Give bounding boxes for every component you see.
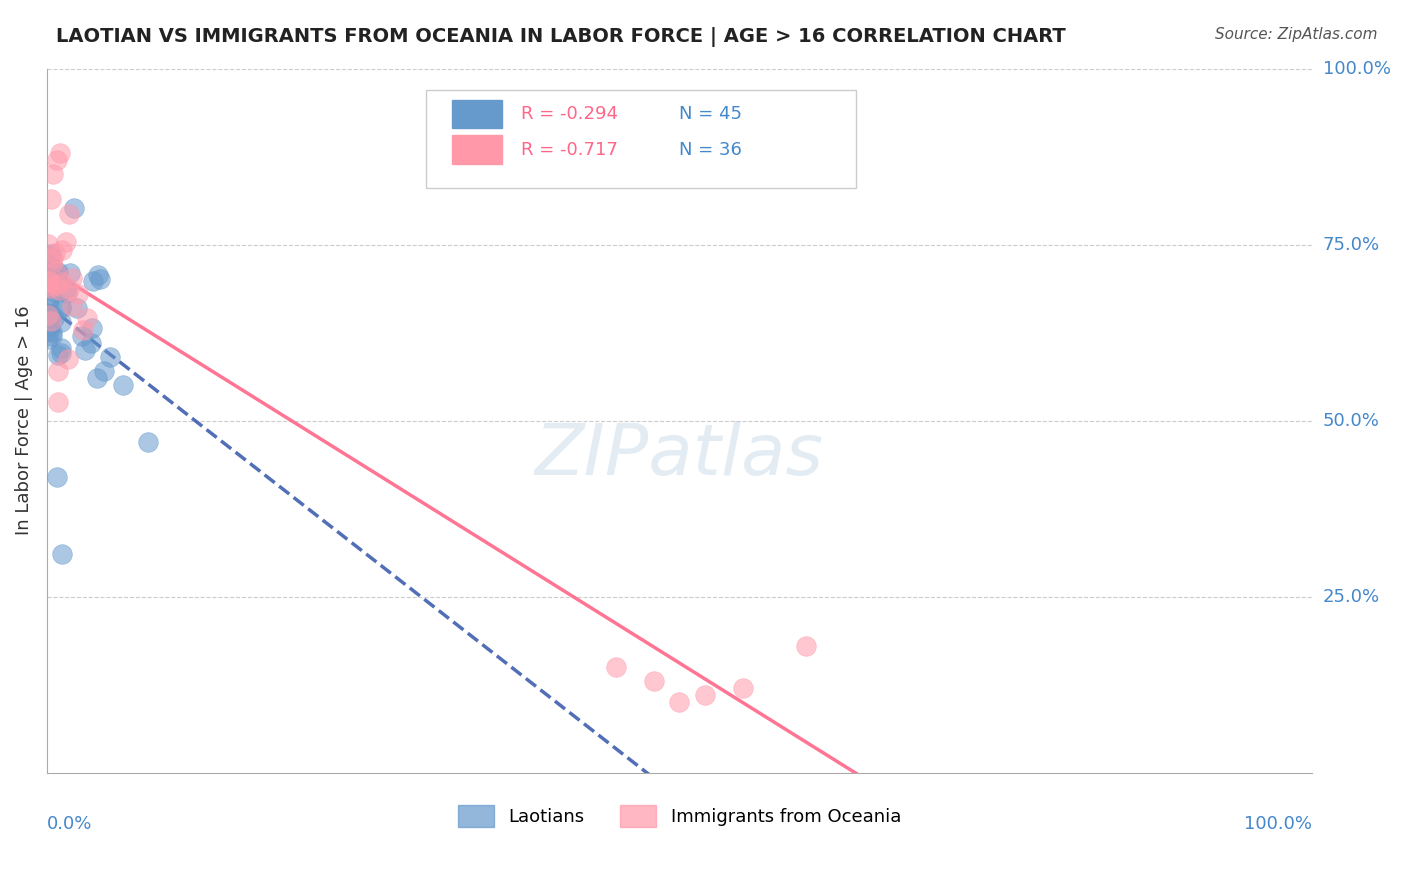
Point (49, 316, 72, 330)
Point (38, 281, 60, 295)
Point (38, 324, 60, 338)
Text: 50.0%: 50.0% (1323, 412, 1379, 430)
Point (38, 293, 60, 308)
Point (46, 153, 69, 168)
Point (80, 321, 103, 335)
Y-axis label: In Labor Force | Age > 16: In Labor Force | Age > 16 (15, 306, 32, 535)
Point (39, 313, 62, 327)
Point (49, 301, 72, 316)
Point (38, 274, 60, 288)
Point (42, 285, 65, 300)
Text: 25.0%: 25.0% (1323, 588, 1381, 606)
FancyBboxPatch shape (426, 90, 856, 188)
Point (37, 279, 59, 293)
Point (37, 310, 59, 324)
Point (73, 343, 96, 358)
Point (45, 270, 67, 285)
Point (37, 308, 59, 322)
Point (51, 341, 73, 355)
Text: N = 45: N = 45 (679, 105, 742, 123)
Point (668, 695, 690, 709)
Point (60, 271, 83, 285)
Point (82, 274, 104, 288)
Point (111, 378, 134, 392)
Point (56, 285, 79, 300)
Point (87, 268, 110, 282)
Text: Source: ZipAtlas.com: Source: ZipAtlas.com (1215, 27, 1378, 42)
Point (38, 275, 60, 289)
Point (38, 318, 60, 333)
Point (89, 272, 111, 286)
Point (46, 395, 69, 409)
Point (51, 243, 73, 257)
Point (41, 325, 63, 339)
Point (72, 329, 94, 343)
Point (76, 311, 98, 326)
Point (37, 293, 59, 308)
FancyBboxPatch shape (451, 100, 502, 128)
Point (37, 237, 59, 252)
Text: 100.0%: 100.0% (1244, 815, 1312, 833)
Point (49, 346, 72, 360)
FancyBboxPatch shape (451, 136, 502, 163)
Legend: Laotians, Immigrants from Oceania: Laotians, Immigrants from Oceania (450, 797, 908, 834)
Point (80, 336, 103, 351)
Text: 100.0%: 100.0% (1323, 60, 1391, 78)
Point (98, 351, 121, 365)
Point (46, 265, 69, 279)
Point (59, 266, 82, 280)
Text: ZIPatlas: ZIPatlas (534, 421, 824, 491)
Point (794, 639, 817, 653)
Point (60, 300, 83, 314)
Point (46, 470, 69, 484)
Text: N = 36: N = 36 (679, 141, 742, 159)
Text: 0.0%: 0.0% (46, 815, 93, 833)
Point (136, 434, 159, 449)
Point (41, 251, 63, 265)
Point (39, 257, 62, 271)
Point (72, 323, 94, 337)
Point (46, 278, 69, 293)
Text: 75.0%: 75.0% (1323, 235, 1381, 253)
Point (46, 348, 69, 362)
Text: R = -0.717: R = -0.717 (522, 141, 619, 159)
Point (39, 257, 62, 271)
Point (41, 329, 63, 343)
Point (58, 207, 80, 221)
Point (44, 263, 66, 277)
Point (51, 275, 73, 289)
Point (39, 192, 62, 206)
Point (48, 146, 70, 161)
Point (41, 256, 63, 270)
Point (55, 281, 77, 295)
Point (63, 201, 86, 215)
Point (86, 371, 108, 385)
Point (44, 246, 66, 260)
Point (39, 246, 62, 260)
Text: LAOTIAN VS IMMIGRANTS FROM OCEANIA IN LABOR FORCE | AGE > 16 CORRELATION CHART: LAOTIAN VS IMMIGRANTS FROM OCEANIA IN LA… (56, 27, 1066, 46)
Point (93, 364, 115, 378)
Point (605, 660, 627, 674)
Point (66, 287, 89, 301)
Point (37, 332, 59, 346)
Point (46, 364, 69, 378)
Point (48, 283, 70, 297)
Point (51, 548, 73, 562)
Point (39, 280, 62, 294)
Point (643, 674, 665, 689)
Point (44, 263, 66, 277)
Point (58, 351, 80, 366)
Point (42, 311, 65, 326)
Point (38, 250, 60, 264)
Point (49, 300, 72, 314)
Point (731, 681, 754, 696)
Point (55, 235, 77, 249)
Point (37, 306, 59, 320)
Point (42, 167, 65, 181)
Point (41, 308, 63, 322)
Point (66, 301, 89, 315)
Point (693, 688, 716, 702)
Point (58, 282, 80, 296)
Text: R = -0.294: R = -0.294 (522, 105, 619, 123)
